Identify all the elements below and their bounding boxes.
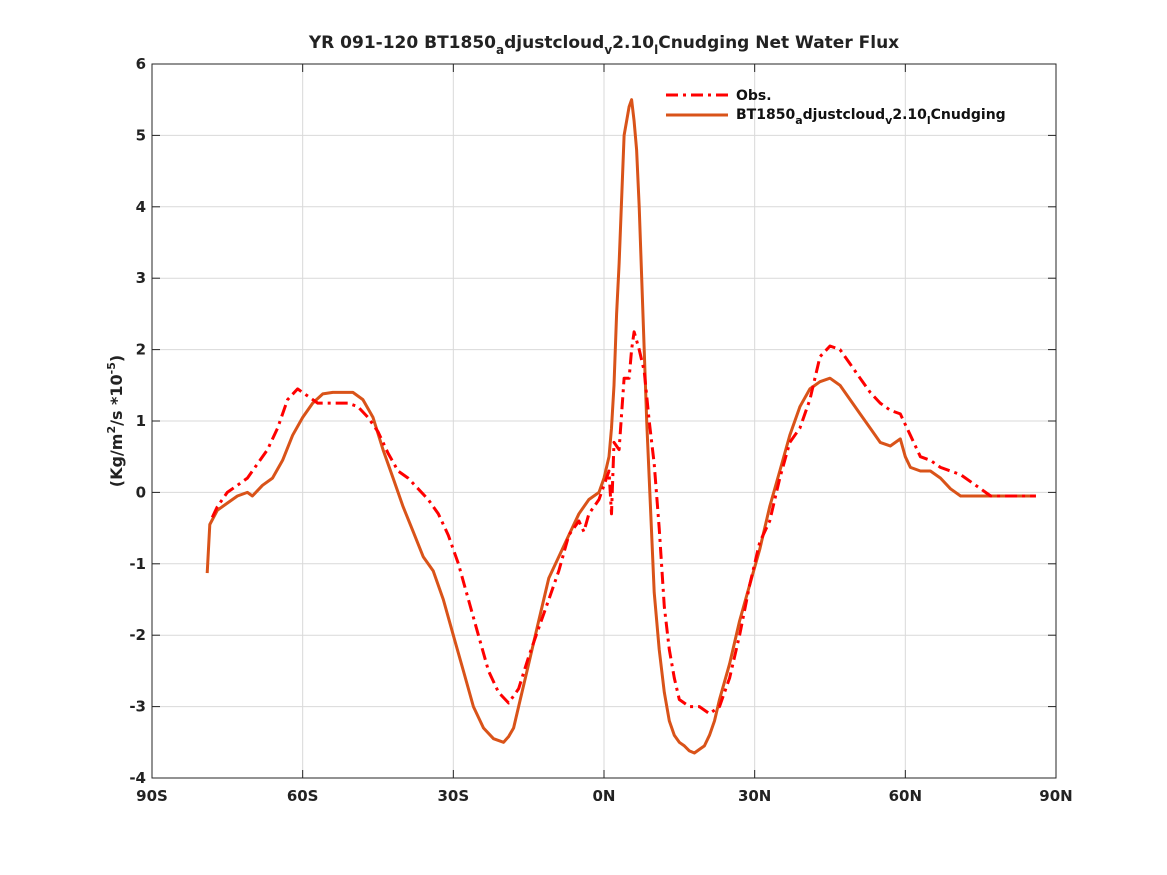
y-tick-label: 2	[136, 341, 146, 359]
x-tick-label: 60S	[287, 787, 319, 805]
x-tick-label: 0N	[593, 787, 616, 805]
legend-model-mid2: 2.10	[892, 107, 927, 123]
x-tick-label: 60N	[889, 787, 922, 805]
y-tick-label: 3	[136, 269, 146, 287]
legend: Obs. BT1850adjustcloudv2.10lCnudging	[666, 88, 1006, 127]
axis-ticks: 90S 60S 30S 0N 30N 60N 90N -4 -3 -2 -1 0 1 2 3 4 5 6	[129, 55, 1072, 805]
title-mid1: djustcloud	[504, 33, 604, 53]
ylabel-prefix: (Kg/m	[107, 434, 126, 488]
obs-series-line	[210, 330, 1036, 716]
y-tick-label: -3	[129, 698, 146, 716]
x-tick-label: 90N	[1039, 787, 1072, 805]
y-tick-label: -4	[129, 769, 146, 787]
y-tick-label: 6	[136, 55, 146, 73]
chart-title: YR 091-120 BT1850adjustcloudv2.10lCnudgi…	[308, 33, 899, 57]
legend-model-sub3: l	[927, 114, 931, 127]
y-tick-label: -1	[129, 555, 146, 573]
title-sub1: a	[496, 43, 504, 57]
ylabel-sup2: -5	[105, 362, 118, 374]
y-tick-label: -2	[129, 626, 146, 644]
title-suffix: Cnudging Net Water Flux	[658, 33, 899, 53]
y-tick-label: 0	[136, 483, 146, 501]
legend-model-sub1: a	[795, 114, 802, 127]
y-tick-label: 5	[136, 126, 146, 144]
x-tick-label: 30S	[437, 787, 469, 805]
legend-model-prefix: BT1850	[736, 107, 795, 123]
legend-obs-label: Obs.	[736, 88, 772, 104]
ylabel-mid: /s *10	[107, 374, 126, 426]
x-tick-label: 30N	[738, 787, 771, 805]
legend-model-suffix: Cnudging	[931, 107, 1006, 123]
y-tick-label: 1	[136, 412, 146, 430]
legend-model-sub2: v	[885, 114, 893, 127]
ylabel-sup1: 2	[105, 426, 118, 434]
title-mid2: 2.10	[612, 33, 654, 53]
title-sub2: v	[604, 43, 612, 57]
title-prefix: YR 091-120 BT1850	[308, 33, 496, 53]
x-tick-label: 90S	[136, 787, 168, 805]
model-series-line	[205, 98, 1036, 755]
title-sub3: l	[654, 43, 658, 57]
grid	[151, 63, 1057, 779]
legend-model-label: BT1850adjustcloudv2.10lCnudging	[736, 107, 1006, 127]
legend-model-mid1: djustcloud	[803, 107, 886, 123]
y-tick-label: 4	[136, 198, 146, 216]
ylabel-suffix: )	[107, 355, 126, 362]
y-axis-label: (Kg/m2/s *10-5)	[105, 355, 126, 487]
series-lines	[205, 98, 1036, 755]
